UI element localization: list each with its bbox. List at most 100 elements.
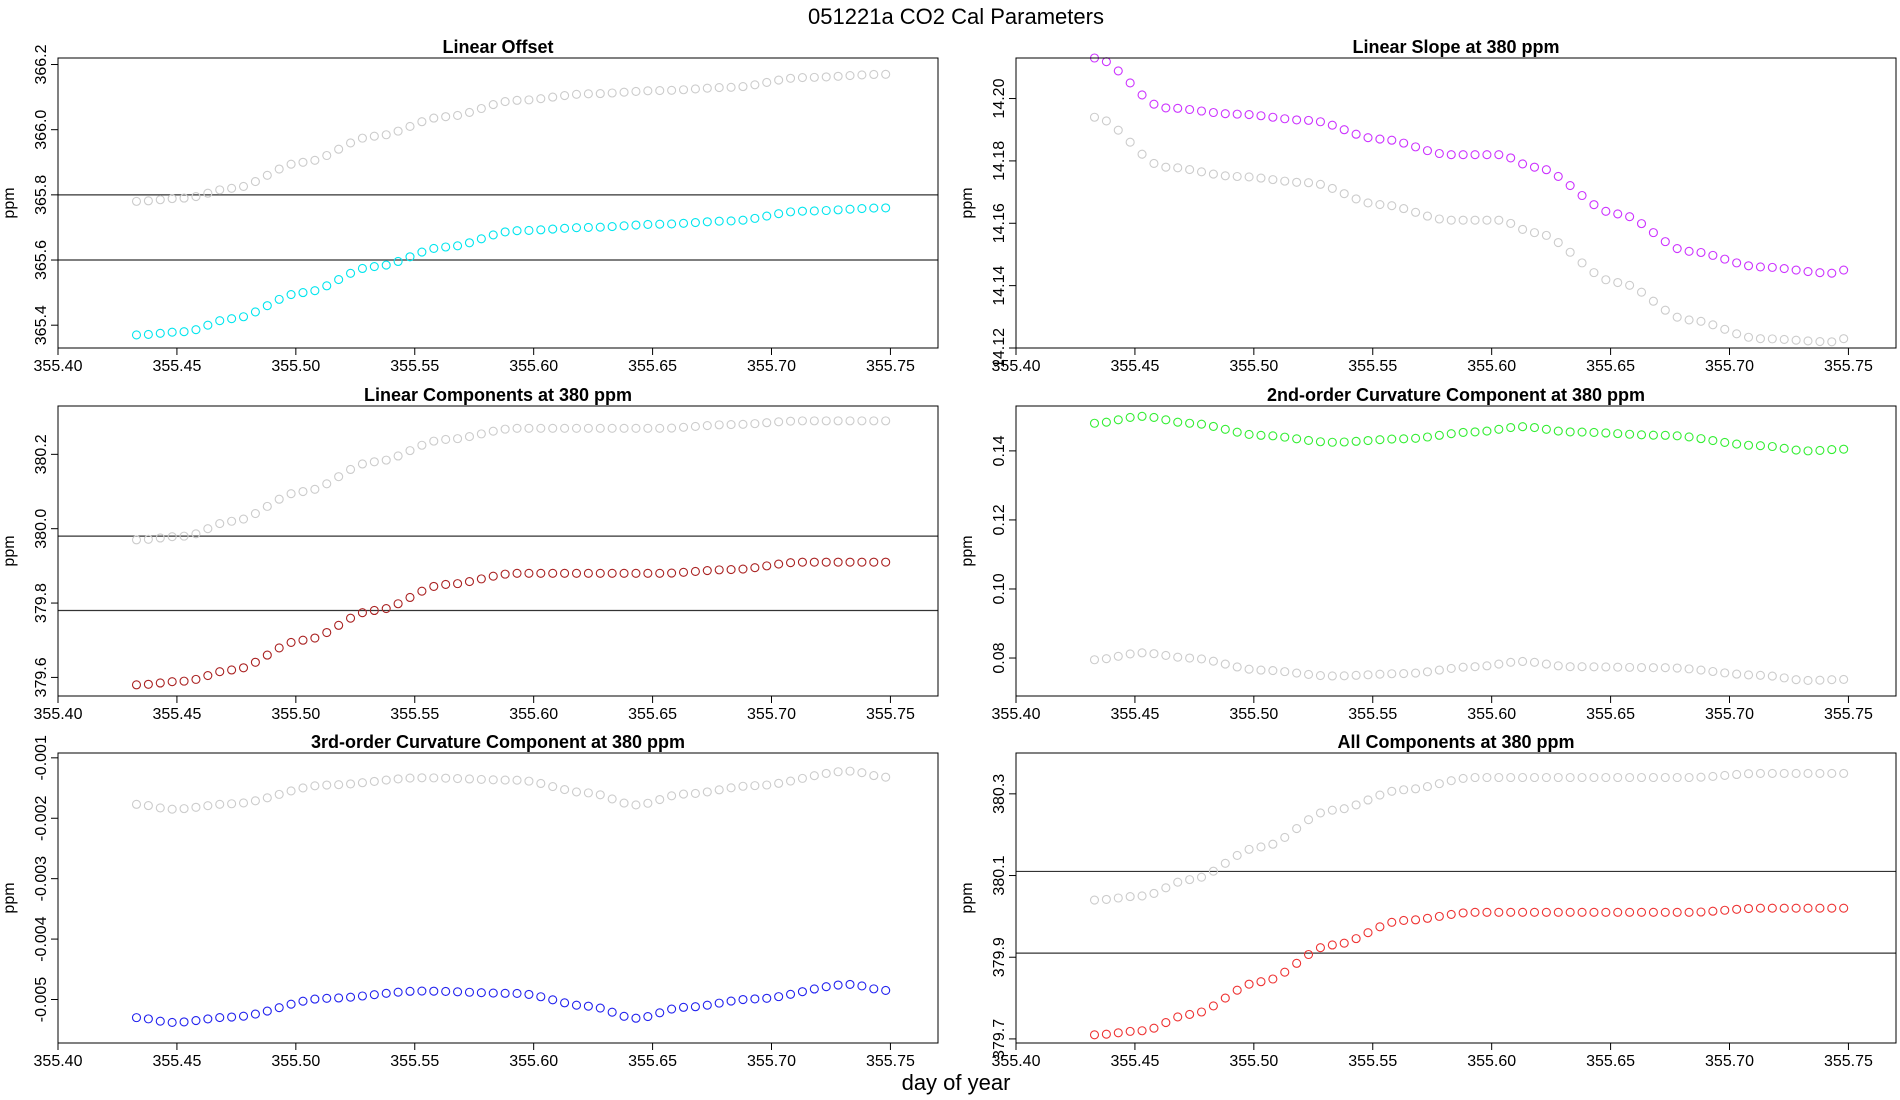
data-point-current xyxy=(1565,180,1575,191)
data-point-previous xyxy=(1732,769,1742,780)
data-point-current xyxy=(1684,432,1694,442)
data-point-previous xyxy=(167,194,177,204)
data-point-current xyxy=(1185,418,1195,428)
data-point-current xyxy=(1529,422,1540,433)
data-point-current xyxy=(762,561,772,571)
data-point-previous xyxy=(1161,162,1171,172)
data-point-current xyxy=(643,568,653,578)
data-point-previous xyxy=(1636,287,1647,297)
data-point-current xyxy=(1577,427,1587,437)
data-point-current xyxy=(1541,165,1551,175)
data-point-previous xyxy=(1422,782,1433,792)
data-point-previous xyxy=(1482,661,1492,671)
data-point-current xyxy=(1625,429,1635,439)
x-tick-label: 355.40 xyxy=(34,358,83,375)
data-point-previous xyxy=(643,423,653,433)
data-point-previous xyxy=(1684,315,1694,325)
data-point-previous xyxy=(797,773,807,783)
data-point-previous xyxy=(345,138,356,148)
data-point-previous xyxy=(1446,776,1456,786)
data-point-previous xyxy=(453,434,463,444)
data-point-previous xyxy=(143,534,153,544)
data-point-previous xyxy=(405,773,415,783)
data-point-previous xyxy=(1720,324,1730,334)
data-point-current xyxy=(536,992,546,1002)
y-tick-label: 380.0 xyxy=(33,509,50,549)
x-tick-label: 355.55 xyxy=(1348,358,1397,375)
data-point-current xyxy=(1458,427,1468,437)
data-point-current xyxy=(464,238,475,248)
data-point-current xyxy=(690,1002,700,1012)
data-point-current xyxy=(857,203,867,214)
data-point-previous xyxy=(1470,215,1480,225)
data-point-previous xyxy=(1755,670,1765,680)
data-point-previous xyxy=(548,92,558,102)
data-point-current xyxy=(1803,446,1813,456)
y-axis-label: ppm xyxy=(959,882,976,913)
y-tick-label: 379.7 xyxy=(991,1019,1008,1059)
data-point-current xyxy=(833,980,843,990)
data-point-current xyxy=(678,1002,689,1012)
data-point-previous xyxy=(1529,228,1540,238)
data-point-current xyxy=(1791,903,1801,913)
data-point-current xyxy=(785,207,796,217)
data-point-current xyxy=(726,996,736,1006)
data-point-previous xyxy=(869,771,879,781)
data-point-previous xyxy=(774,417,784,427)
data-point-previous xyxy=(334,472,344,482)
data-point-previous xyxy=(1125,649,1135,659)
plot-frame xyxy=(1015,752,1897,1044)
data-point-current xyxy=(345,992,356,1002)
data-point-current xyxy=(1196,419,1207,429)
data-point-previous xyxy=(1185,875,1195,885)
data-point-current xyxy=(1755,262,1765,272)
data-point-current xyxy=(334,620,344,630)
data-point-current xyxy=(405,252,415,262)
data-point-previous xyxy=(548,423,558,433)
data-point-previous xyxy=(1232,171,1242,182)
data-point-current xyxy=(1803,266,1813,277)
data-point-current xyxy=(1208,107,1218,118)
data-point-current xyxy=(357,991,367,1001)
data-point-current xyxy=(1636,907,1647,917)
data-point-previous xyxy=(762,418,772,428)
data-point-previous xyxy=(203,188,213,198)
data-point-previous xyxy=(1565,247,1575,257)
data-point-previous xyxy=(1839,674,1849,684)
data-point-previous xyxy=(845,71,855,81)
data-point-current xyxy=(1303,435,1314,446)
data-point-previous xyxy=(690,84,700,94)
y-axis-label: ppm xyxy=(1,187,18,218)
data-point-current xyxy=(476,988,486,998)
data-point-current xyxy=(750,994,760,1004)
data-point-previous xyxy=(619,87,629,97)
data-point-current xyxy=(869,203,879,213)
data-point-current xyxy=(1256,111,1266,121)
data-point-previous xyxy=(238,798,249,808)
data-point-previous xyxy=(1113,893,1123,903)
data-point-previous xyxy=(381,455,391,465)
data-point-current xyxy=(1375,922,1385,932)
data-point-previous xyxy=(1173,652,1183,662)
y-tick-label: 366.0 xyxy=(33,110,50,150)
data-point-previous xyxy=(512,775,522,785)
data-point-current xyxy=(1244,110,1254,120)
data-point-current xyxy=(393,987,403,997)
data-point-previous xyxy=(1660,772,1670,783)
data-point-current xyxy=(1482,907,1492,917)
data-point-previous xyxy=(1446,663,1456,673)
y-axis-label: ppm xyxy=(1,882,18,913)
data-point-previous xyxy=(1411,668,1421,678)
x-tick-label: 355.50 xyxy=(1229,1053,1278,1070)
data-point-current xyxy=(1494,907,1504,917)
data-point-previous xyxy=(1839,768,1849,778)
data-point-previous xyxy=(797,416,807,426)
data-point-previous xyxy=(1660,663,1670,673)
data-point-current xyxy=(345,268,356,278)
data-point-current xyxy=(1458,150,1468,160)
data-point-previous xyxy=(1280,832,1290,842)
data-point-current xyxy=(322,281,332,291)
data-point-current xyxy=(1089,418,1100,428)
data-point-previous xyxy=(322,150,332,161)
data-point-current xyxy=(417,247,427,257)
